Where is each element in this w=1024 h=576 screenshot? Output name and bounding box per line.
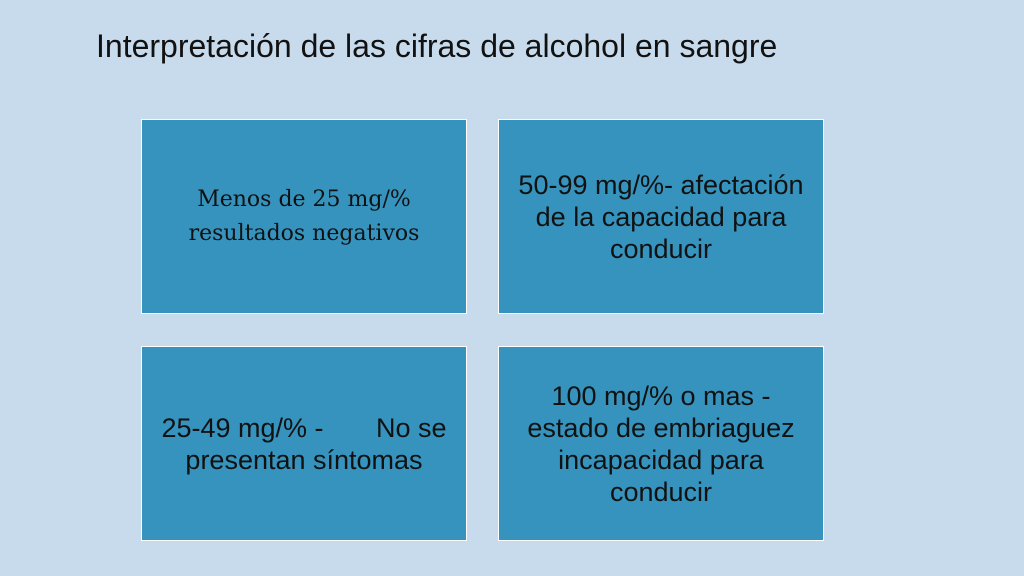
range-box-25-49: 25-49 mg/% - No se presentan síntomas (141, 346, 467, 541)
range-box-100-plus: 100 mg/% o mas - estado de embriaguez in… (498, 346, 824, 541)
range-box-25-49-text: 25-49 mg/% - No se presentan síntomas (161, 412, 455, 475)
range-box-under-25: Menos de 25 mg/% resultados negativos (141, 119, 467, 314)
range-box-100-plus-text: 100 mg/% o mas - estado de embriaguez in… (527, 380, 795, 507)
range-box-under-25-text: Menos de 25 mg/% resultados negativos (188, 186, 420, 246)
range-box-50-99-text: 50-99 mg/%- afectación de la capacidad p… (518, 169, 804, 264)
page-title: Interpretación de las cifras de alcohol … (96, 28, 778, 64)
range-box-50-99: 50-99 mg/%- afectación de la capacidad p… (498, 119, 824, 314)
